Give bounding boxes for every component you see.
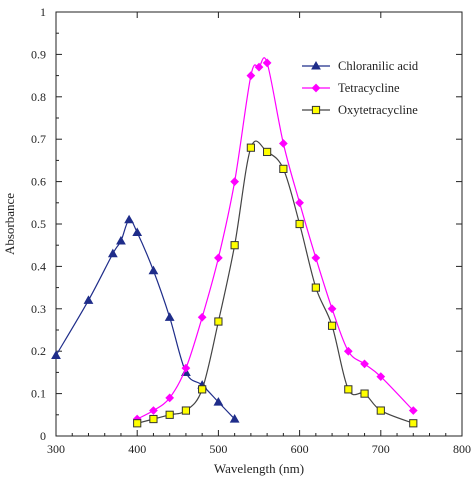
data-point xyxy=(376,372,386,382)
y-tick-label: 0.9 xyxy=(31,47,46,61)
data-point xyxy=(263,147,272,157)
data-point xyxy=(149,406,158,415)
data-point xyxy=(132,227,143,237)
data-point xyxy=(246,71,256,80)
y-tick-label: 0.6 xyxy=(31,175,46,189)
data-point xyxy=(148,265,159,275)
legend-item: Oxytetracycline xyxy=(302,103,418,117)
data-point xyxy=(295,219,304,229)
data-point xyxy=(311,283,320,292)
data-point xyxy=(198,385,207,394)
y-tick-label: 0.4 xyxy=(31,259,46,273)
data-point xyxy=(327,304,337,314)
x-tick-label: 400 xyxy=(128,442,146,456)
data-point xyxy=(360,389,369,398)
y-axis-title: Absorbance xyxy=(2,193,17,255)
data-point xyxy=(262,58,272,68)
x-tick-label: 500 xyxy=(209,442,227,456)
data-point xyxy=(214,317,223,326)
data-point xyxy=(124,214,134,224)
data-point xyxy=(133,419,142,428)
y-tick-label: 0.2 xyxy=(31,344,46,358)
legend-marker xyxy=(311,83,321,93)
data-point xyxy=(246,143,255,152)
data-point xyxy=(408,406,418,415)
series-layer xyxy=(51,57,418,428)
data-point xyxy=(165,410,174,419)
y-tick-label: 0 xyxy=(40,429,46,443)
legend-label: Chloranilic acid xyxy=(338,59,419,73)
y-tick-label: 1 xyxy=(40,5,46,19)
series-line xyxy=(55,218,236,420)
series-chloranilic-acid xyxy=(51,214,240,423)
data-point xyxy=(278,139,288,148)
data-point xyxy=(343,346,353,356)
y-tick-label: 0.7 xyxy=(31,132,46,146)
data-point xyxy=(360,359,369,369)
y-tick-label: 0.3 xyxy=(31,302,46,316)
data-point xyxy=(213,397,224,406)
data-point xyxy=(181,363,191,373)
y-tick-label: 0.5 xyxy=(31,217,46,231)
x-axis-title: Wavelength (nm) xyxy=(214,461,304,476)
legend: Chloranilic acid Tetracycline Oxytetracycl… xyxy=(302,59,419,117)
data-point xyxy=(229,414,240,423)
series-tetracycline xyxy=(132,57,418,424)
data-point xyxy=(197,312,207,322)
data-point xyxy=(116,235,126,245)
y-tick-label: 0.8 xyxy=(31,90,46,104)
y-tick-label: 0.1 xyxy=(31,387,46,401)
data-point xyxy=(279,164,288,173)
plot-frame xyxy=(55,11,463,437)
x-tick-label: 700 xyxy=(372,442,390,456)
data-point xyxy=(230,177,240,186)
legend-item: Chloranilic acid xyxy=(302,59,419,73)
data-point xyxy=(51,350,61,359)
data-point xyxy=(164,312,175,321)
data-point xyxy=(149,414,158,424)
legend-marker xyxy=(311,60,321,70)
legend-label: Oxytetracycline xyxy=(338,103,418,117)
data-point xyxy=(344,385,353,394)
data-point xyxy=(409,419,418,428)
legend-item: Tetracycline xyxy=(302,81,400,95)
data-point xyxy=(181,406,191,415)
series-line xyxy=(137,140,414,424)
axes: 300 400 500 600 700 800 0 0.1 0.2 0.3 0.4 0.5 0.6 0.7… xyxy=(31,5,471,456)
data-point xyxy=(83,295,94,304)
data-point xyxy=(230,241,239,250)
data-point xyxy=(107,248,118,258)
data-point xyxy=(165,393,175,403)
x-tick-label: 600 xyxy=(291,442,309,456)
data-point xyxy=(214,253,223,263)
legend-marker xyxy=(311,105,321,115)
data-point xyxy=(295,198,304,208)
data-point xyxy=(376,406,385,415)
data-point xyxy=(327,321,337,330)
data-point xyxy=(254,62,264,72)
x-tick-label: 800 xyxy=(453,442,471,456)
legend-label: Tetracycline xyxy=(338,81,400,95)
x-tick-label: 300 xyxy=(47,442,65,456)
data-point xyxy=(311,253,321,263)
series-oxytetracycline xyxy=(133,140,418,428)
